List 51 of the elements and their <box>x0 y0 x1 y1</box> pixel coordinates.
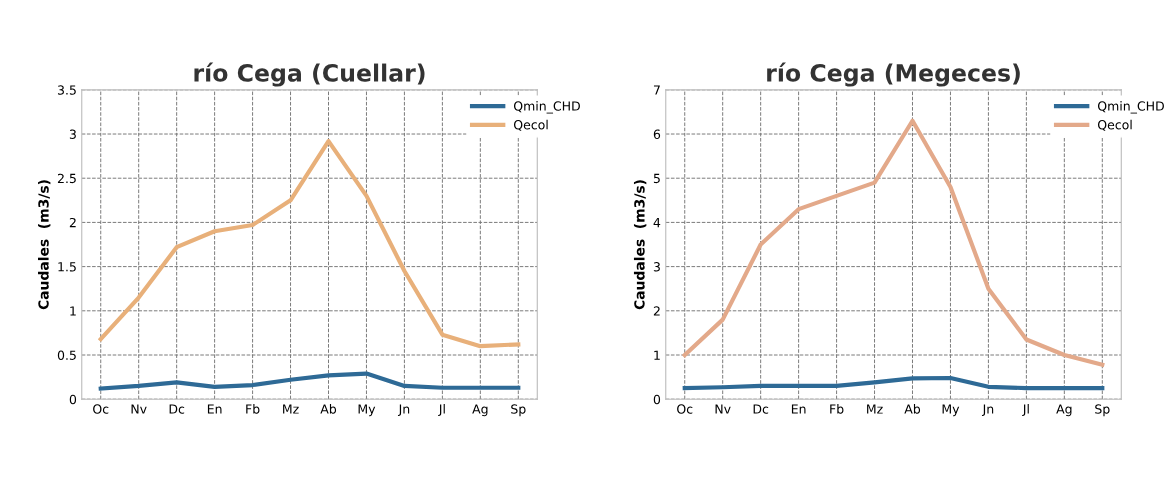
x-tick-label: Nv <box>715 404 731 414</box>
y-tick-label: 2 <box>653 306 660 316</box>
legend-label: Qecol <box>1097 119 1132 131</box>
y-tick-label: 1 <box>654 350 660 360</box>
y-tick-label: 4 <box>653 218 661 228</box>
x-tick-label: Jn <box>397 404 410 417</box>
y-axis-title: Caudales (m3/s) <box>633 180 647 310</box>
x-tick-label: Dc <box>169 404 185 414</box>
x-tick-label: Ag <box>1056 404 1072 417</box>
x-tick-label: My <box>942 404 960 417</box>
y-tick-label: 3 <box>69 129 76 139</box>
x-tick-label: Ab <box>320 404 337 414</box>
x-tick-label: My <box>358 404 376 417</box>
x-tick-label: Jl <box>438 404 445 417</box>
chart-title: río Cega (Cuellar) <box>194 62 425 87</box>
legend-label: Qmin_CHD <box>513 101 580 114</box>
x-tick-label: Mz <box>283 404 299 414</box>
line-series <box>682 375 1105 391</box>
x-tick-label: Fb <box>830 404 844 414</box>
x-tick-label: Sp <box>1095 404 1110 417</box>
y-tick-label: 2.5 <box>57 173 76 184</box>
y-axis-title: Caudales (m3/s) <box>38 180 51 310</box>
x-tick-label: En <box>207 404 222 414</box>
x-tick-label: Ab <box>904 404 921 414</box>
x-tick-label: Oc <box>93 404 109 414</box>
line-series <box>98 371 521 391</box>
legend-label: Qmin_CHD <box>1097 101 1164 114</box>
x-tick-label: Ag <box>472 404 488 417</box>
y-tick-label: 5 <box>653 173 660 184</box>
y-tick-label: 1 <box>70 306 76 316</box>
x-tick-label: Oc <box>677 404 693 414</box>
y-tick-label: 3.5 <box>57 85 76 95</box>
legend-label: Qecol <box>513 119 548 131</box>
y-tick-label: 7 <box>653 85 660 95</box>
y-tick-label: 0 <box>653 394 661 405</box>
x-tick-label: En <box>791 404 806 414</box>
y-tick-label: 0 <box>69 394 77 405</box>
line-series <box>98 139 521 349</box>
x-tick-label: Mz <box>867 404 883 414</box>
y-tick-label: 0.5 <box>57 350 76 360</box>
x-tick-label: Jn <box>981 404 994 417</box>
y-tick-label: 3 <box>653 262 660 272</box>
x-tick-label: Dc <box>753 404 769 414</box>
x-tick-label: Nv <box>131 404 147 414</box>
y-tick-label: 2 <box>69 217 76 228</box>
y-tick-label: 6 <box>653 129 661 139</box>
x-tick-label: Fb <box>246 404 260 414</box>
x-tick-label: Sp <box>511 404 526 417</box>
y-tick-label: 1.5 <box>58 262 76 272</box>
chart-title: río Cega (Megeces) <box>767 62 1020 87</box>
x-tick-label: Jl <box>1022 404 1029 417</box>
